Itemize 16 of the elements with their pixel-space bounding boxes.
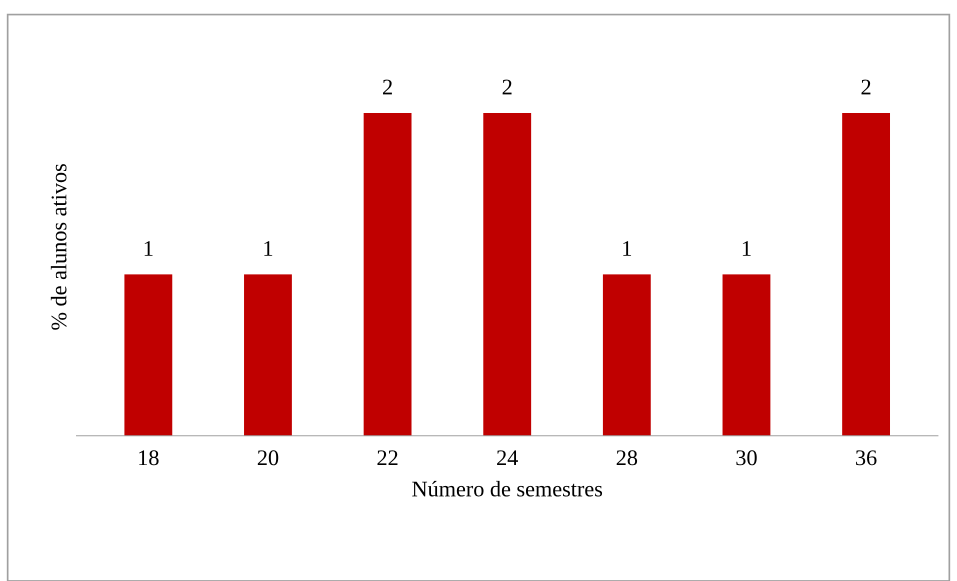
data-label: 1 [264,241,272,256]
data-label: 2 [862,80,870,94]
x-axis-title: Número de semestres [412,480,602,497]
data-label: 1 [623,241,632,256]
x-tick-label: 18 [139,450,159,466]
x-tick-label: 36 [856,450,877,466]
data-label: 1 [144,241,153,256]
data-label: 2 [502,80,512,94]
x-tick-label: 28 [616,450,638,466]
x-tick-label: 22 [377,450,398,466]
x-tick-label: 24 [497,450,518,466]
x-tick-label: 20 [258,450,278,466]
y-axis-title: % de alunos ativos [50,164,67,330]
x-tick-label: 30 [736,450,757,466]
data-label: 1 [742,241,751,256]
data-label: 2 [383,80,392,94]
